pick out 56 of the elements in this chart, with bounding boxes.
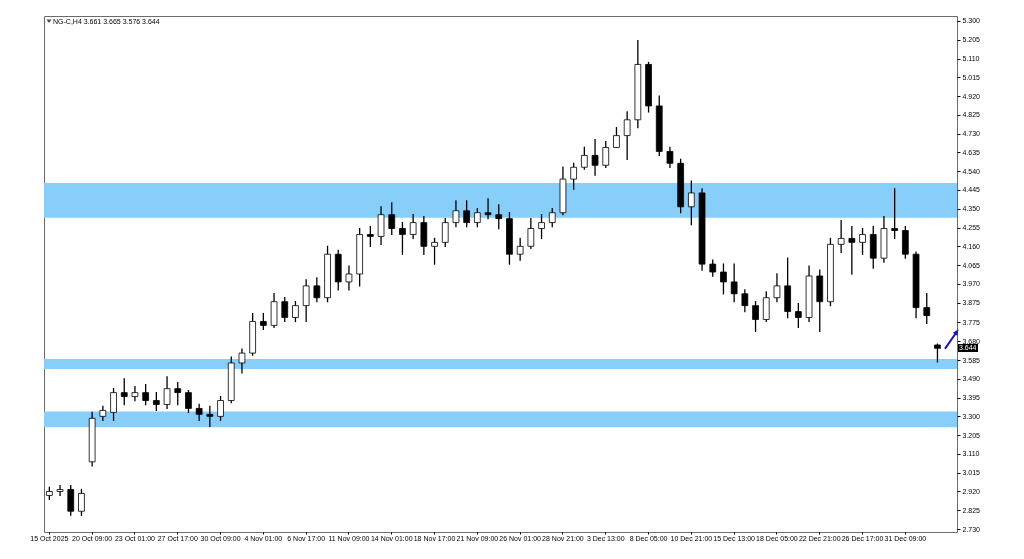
candlestick: [666, 146, 674, 168]
candlestick: [120, 378, 128, 406]
candlestick: [495, 204, 503, 230]
candlestick: [399, 221, 406, 255]
candlestick: [281, 297, 289, 323]
candlestick: [741, 289, 749, 313]
candlestick: [217, 395, 224, 421]
candlestick: [302, 279, 310, 323]
candlestick: [78, 488, 85, 516]
candlestick: [581, 146, 588, 170]
candlestick: [902, 225, 909, 259]
candlestick: [484, 198, 492, 220]
candlestick: [516, 237, 524, 261]
candlestick: [730, 263, 738, 303]
candlestick: [859, 227, 866, 255]
candlestick: [848, 225, 856, 275]
candlestick: [409, 214, 417, 240]
candlestick: [762, 291, 770, 323]
candlestick: [869, 225, 877, 269]
candlestick: [688, 180, 695, 226]
candlestick: [345, 265, 353, 291]
candlestick: [613, 127, 620, 149]
candlestick: [463, 200, 470, 228]
candlestick: [110, 388, 117, 421]
candlestick: [591, 138, 599, 176]
candlestick: [56, 484, 64, 497]
candlestick: [313, 277, 321, 303]
candlestick: [163, 376, 171, 410]
candlestick: [773, 273, 781, 303]
candlestick: [270, 293, 278, 329]
candlestick: [131, 386, 139, 402]
candlestick: [795, 303, 802, 329]
candlestick: [538, 214, 545, 240]
candlestick: [367, 225, 374, 247]
candlestick: [142, 384, 149, 406]
candlestick: [292, 301, 299, 323]
candlestick: [452, 200, 460, 228]
candlestick: [923, 293, 931, 325]
candlestick: [420, 216, 428, 255]
candlestick: [527, 217, 535, 249]
candlestick: [388, 202, 396, 236]
candlestick: [377, 206, 385, 245]
candlestick: [570, 162, 577, 190]
candlestick: [185, 389, 192, 414]
candlestick: [206, 405, 214, 427]
candlestick: [720, 263, 727, 295]
candlestick: [431, 237, 438, 265]
candlestick: [837, 219, 845, 253]
candlestick: [174, 382, 182, 406]
candlestick: [623, 111, 631, 160]
candlestick: [238, 348, 246, 374]
candlestick: [67, 484, 75, 516]
candlestick: [602, 140, 610, 168]
candlestick: [891, 188, 898, 240]
candlestick: [752, 301, 759, 332]
candlestick: [441, 217, 449, 247]
